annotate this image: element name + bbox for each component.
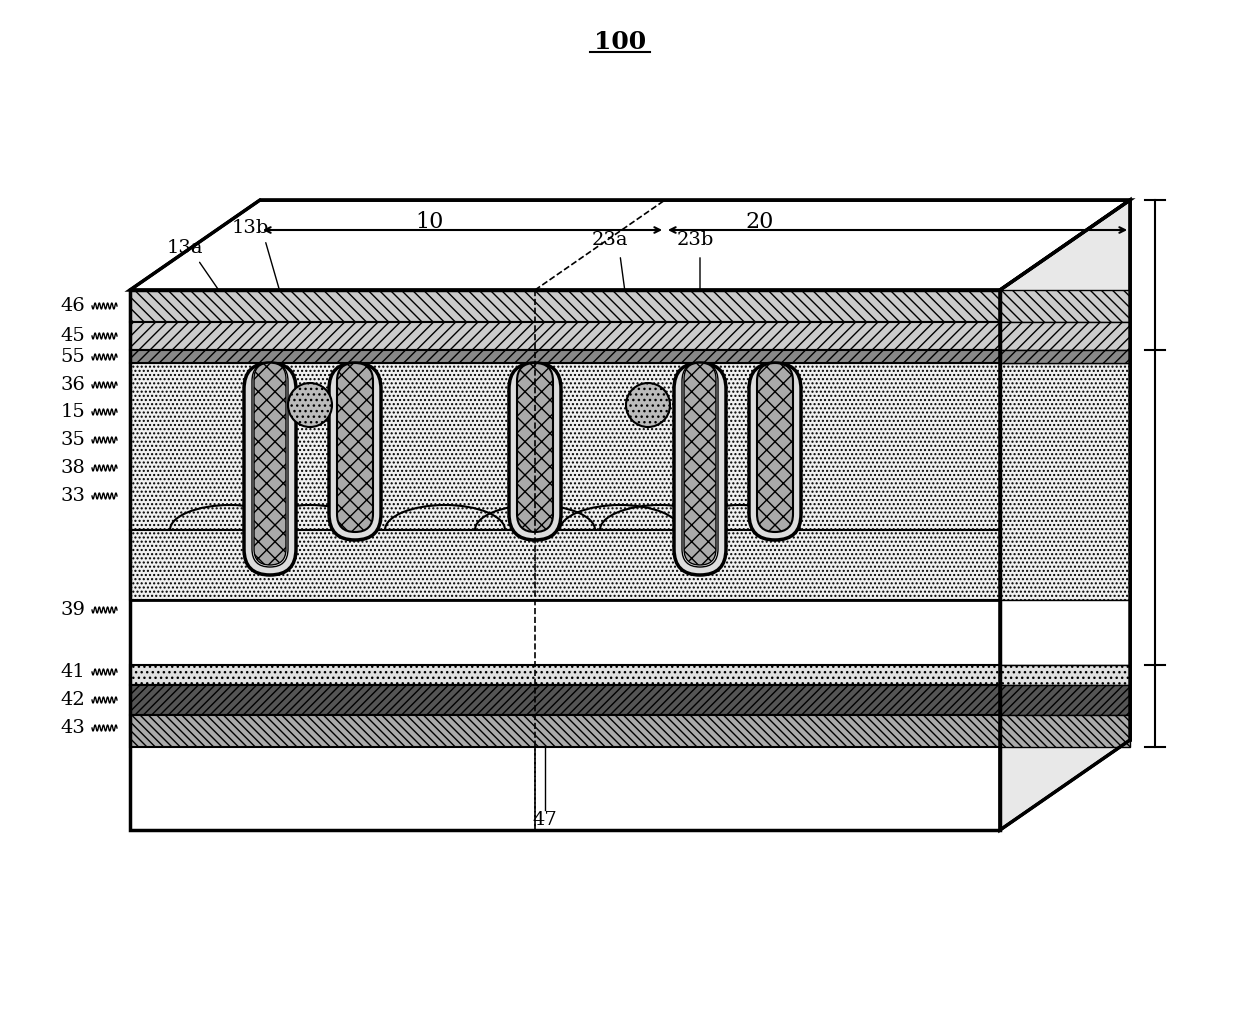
Bar [999,322,1130,350]
Bar [130,363,999,530]
Text: 55: 55 [61,348,86,366]
Text: 1b: 1b [1105,649,1130,667]
Bar [999,600,1130,665]
Text: 1: 1 [1105,506,1117,524]
Bar [130,665,999,685]
Bar [999,363,1130,600]
Text: 38: 38 [60,459,86,477]
FancyBboxPatch shape [675,363,725,575]
Text: 100: 100 [594,30,646,54]
Bar [130,685,999,715]
Text: 45: 45 [61,327,86,345]
FancyBboxPatch shape [684,363,715,565]
FancyBboxPatch shape [517,363,553,533]
Circle shape [288,383,332,427]
Text: 10: 10 [415,211,444,233]
Polygon shape [130,200,1130,290]
Bar [130,715,999,747]
Text: 43: 43 [60,719,86,737]
FancyBboxPatch shape [682,363,718,567]
Bar [130,322,999,350]
Text: 41: 41 [61,663,86,681]
Bar [999,350,1130,363]
Bar [999,715,1130,747]
Text: 13a: 13a [166,239,203,257]
Bar [130,290,999,830]
FancyBboxPatch shape [329,363,381,540]
FancyBboxPatch shape [337,363,373,533]
FancyBboxPatch shape [252,363,288,567]
Text: 39: 39 [60,601,86,619]
Text: 35: 35 [60,431,86,449]
Text: 15: 15 [61,404,86,421]
Text: 1a: 1a [1105,321,1128,338]
Polygon shape [999,200,1130,830]
Text: 20: 20 [745,211,774,233]
Bar [999,290,1130,322]
Bar [999,685,1130,715]
FancyBboxPatch shape [244,363,296,575]
Text: 46: 46 [61,297,86,315]
Text: 47: 47 [533,811,557,829]
Bar [130,600,999,665]
Text: 33: 33 [60,487,86,505]
FancyBboxPatch shape [749,363,801,540]
Text: 23b: 23b [676,231,714,249]
Bar [999,665,1130,685]
Bar [130,530,999,600]
FancyBboxPatch shape [508,363,560,540]
Text: 13b: 13b [232,219,269,237]
Text: 42: 42 [61,691,86,709]
Text: 23a: 23a [591,231,629,249]
Bar [130,350,999,363]
FancyBboxPatch shape [756,363,794,533]
Text: 36: 36 [60,376,86,394]
Bar [130,290,999,322]
Circle shape [626,383,670,427]
FancyBboxPatch shape [254,363,286,565]
